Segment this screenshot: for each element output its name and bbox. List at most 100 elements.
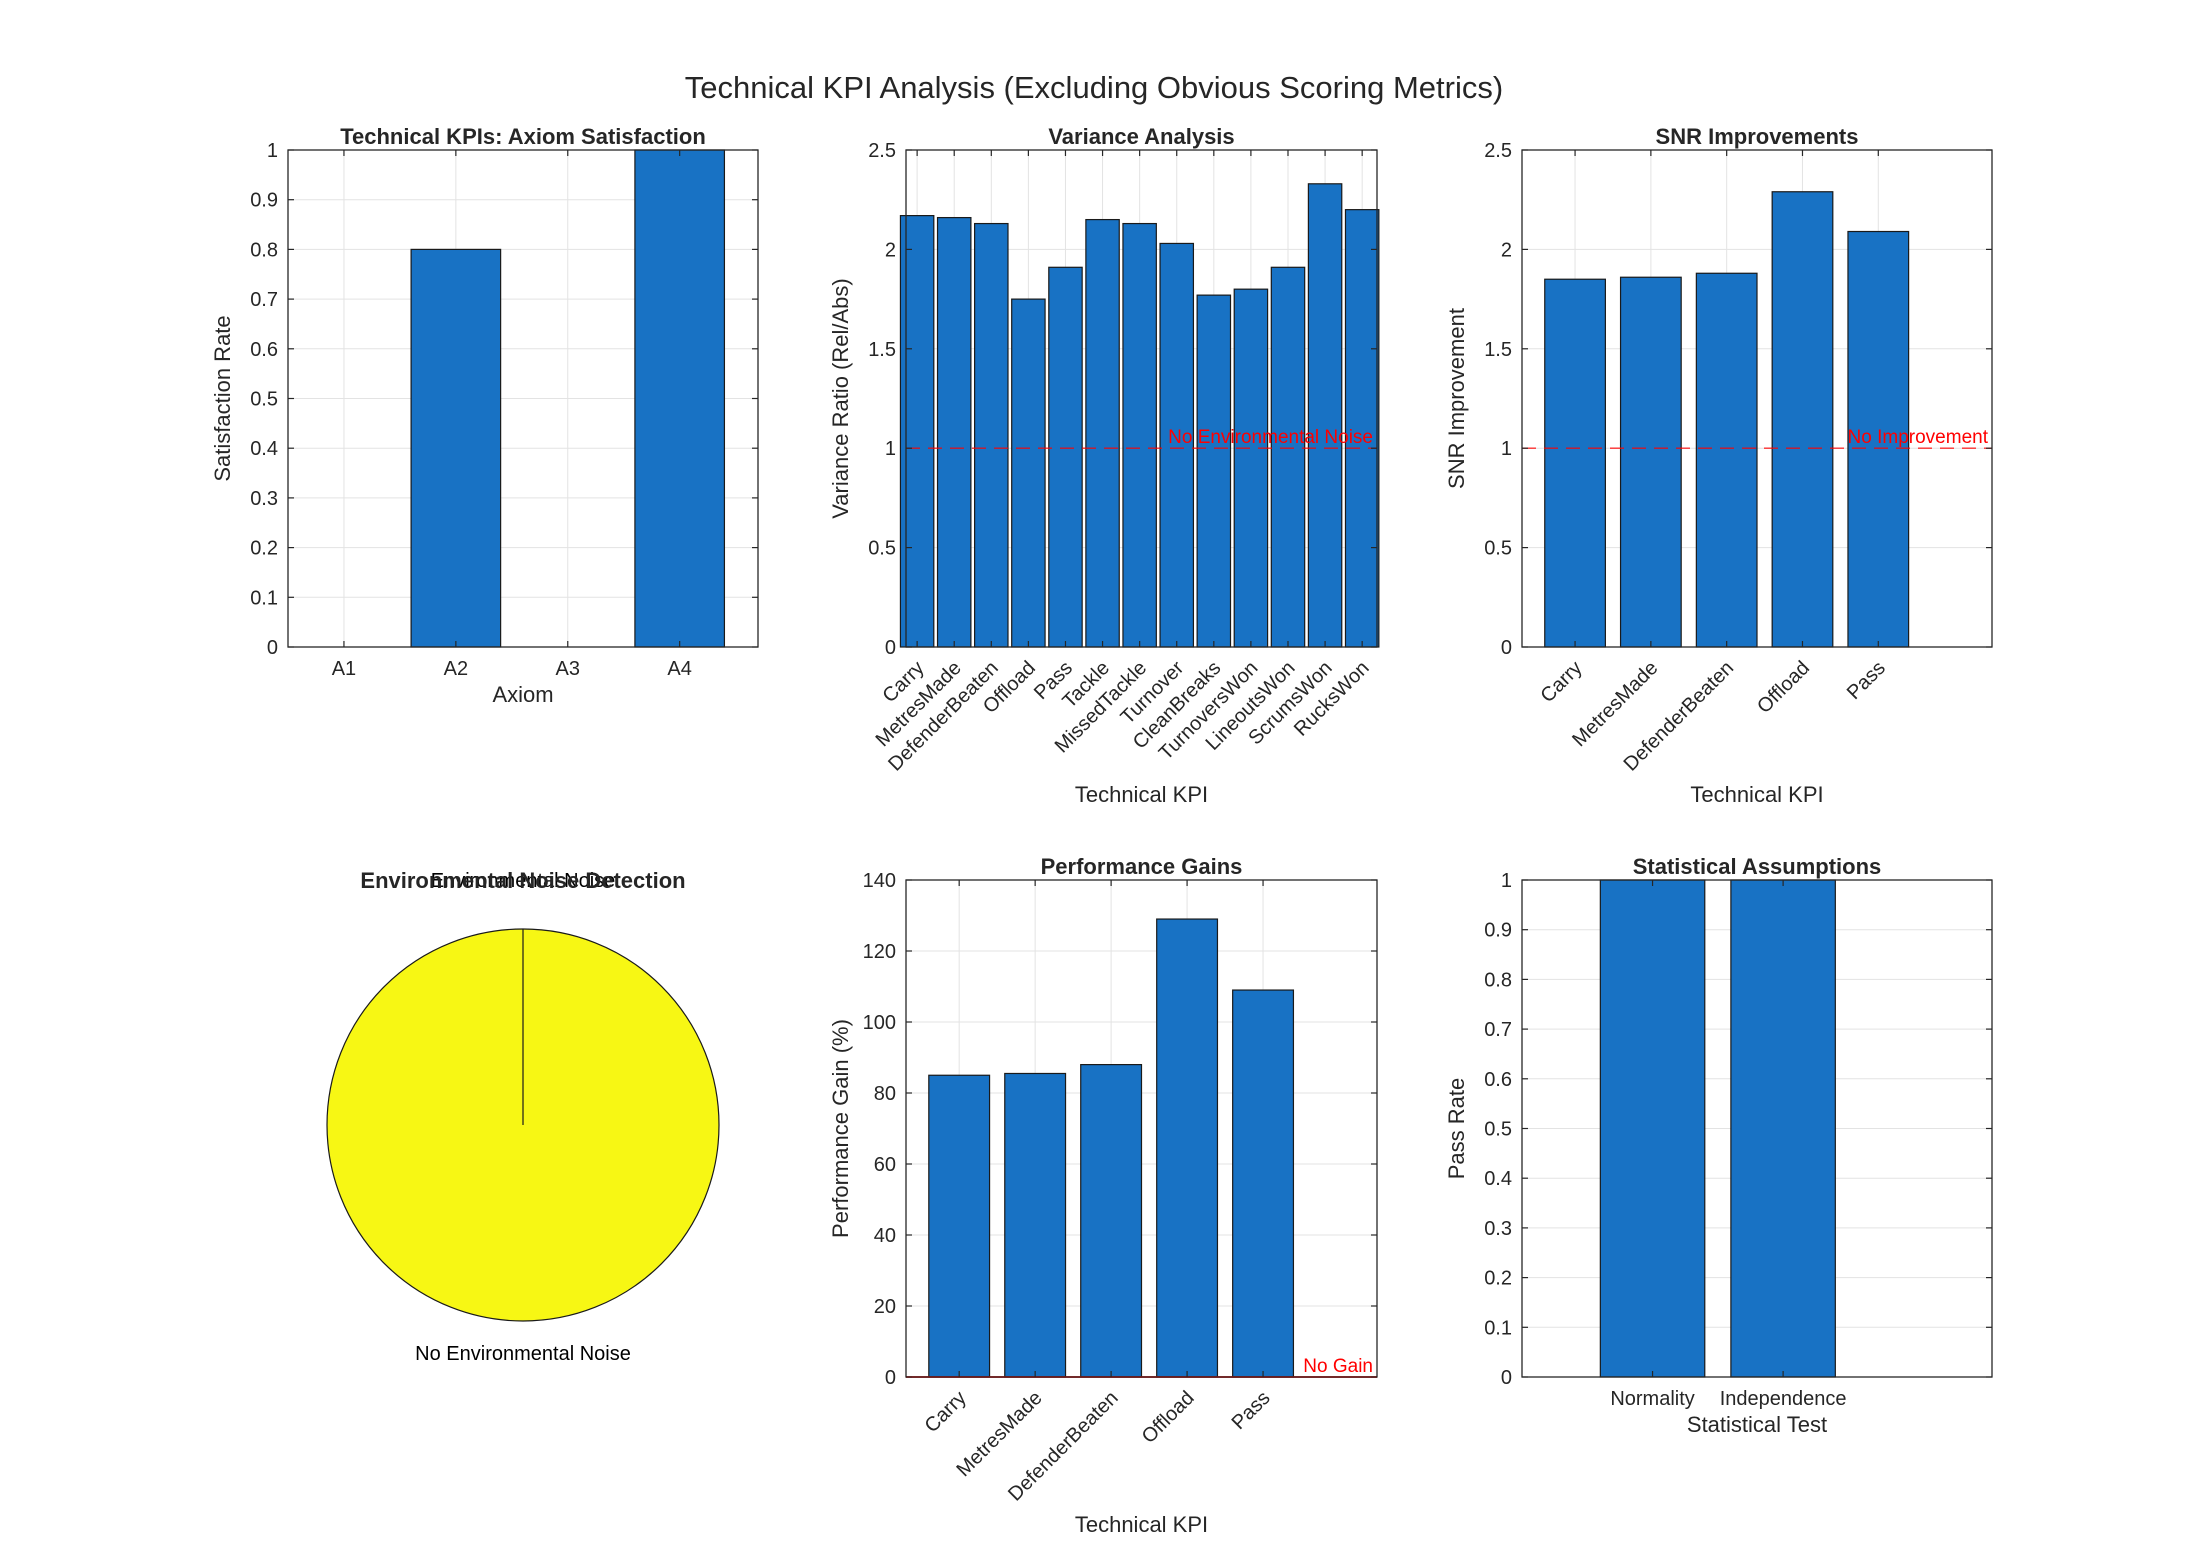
chart-title: Variance Analysis (1048, 124, 1234, 149)
y-tick-label: 0.2 (1484, 1268, 1512, 1290)
bar-LineoutsWon (1270, 266, 1306, 648)
y-tick-label: 2 (885, 239, 896, 261)
chart-variance: No Environmental Noise00.511.522.5CarryM… (828, 124, 1380, 807)
y-tick-label: 0.2 (250, 538, 278, 560)
reference-line-label: No Gain (1303, 1356, 1373, 1377)
y-tick-label: 1.5 (868, 339, 896, 361)
y-axis-label: SNR Improvement (1444, 308, 1469, 489)
y-tick-label: 0 (267, 637, 278, 659)
x-tick-label: Carry (1536, 657, 1586, 707)
y-tick-label: 0.8 (250, 239, 278, 261)
axes-frame (1521, 149, 1993, 648)
bar-Offload (1771, 191, 1834, 648)
y-tick-label: 20 (874, 1296, 896, 1318)
y-axis-label: Variance Ratio (Rel/Abs) (828, 278, 853, 518)
y-tick-label: 0.8 (1484, 969, 1512, 991)
y-tick-label: 0.4 (1484, 1168, 1512, 1190)
bar-Tackle (1085, 218, 1120, 648)
bar-DefenderBeaten (1080, 1063, 1143, 1378)
bar-CleanBreaks (1196, 294, 1232, 648)
y-tick-label: 40 (874, 1225, 896, 1247)
chart-axiom: 0 0.1 0.2 0.3 0.4 0.5 0.6 0.7 0.8 0.9 1 A1 A2 A3 A4 Tec… (210, 124, 759, 707)
bar-TurnoversWon (1233, 288, 1269, 648)
chart-title: SNR Improvements (1656, 124, 1859, 149)
axes-frame (905, 149, 1378, 648)
bar-A4 (634, 149, 726, 648)
y-tick-label: 1.5 (1484, 339, 1512, 361)
y-tick-label: 0 (1501, 637, 1512, 659)
chart-title: Environmental Noise Detection (360, 868, 685, 893)
y-tick-label: 0.5 (868, 538, 896, 560)
bar-Pass (1232, 989, 1295, 1378)
bar-RucksWon (1344, 209, 1380, 648)
axes-frame (905, 879, 1378, 1378)
y-axis-label: Pass Rate (1444, 1078, 1469, 1180)
y-tick-label: 0.9 (250, 190, 278, 212)
x-tick-label: A1 (332, 658, 356, 680)
y-tick-label: 80 (874, 1083, 896, 1105)
y-axis-label: Satisfaction Rate (210, 315, 235, 481)
y-tick-label: 100 (863, 1012, 896, 1034)
y-tick-label: 0.6 (1484, 1069, 1512, 1091)
y-tick-label: 0.4 (250, 438, 278, 460)
y-tick-label: 0.6 (250, 339, 278, 361)
reference-line-label: No Environmental Noise (1168, 427, 1373, 448)
bar-Independence (1730, 879, 1836, 1378)
y-tick-label: 2.5 (868, 140, 896, 162)
x-tick-label: Offload (1753, 657, 1814, 718)
bar-ScrumsWon (1307, 183, 1343, 648)
y-tick-label: 0.9 (1484, 920, 1512, 942)
bar-DefenderBeaten (974, 222, 1009, 648)
bar-MissedTackle (1122, 222, 1157, 648)
x-tick-label: Pass (1843, 657, 1890, 704)
x-tick-label: A3 (556, 658, 580, 680)
y-tick-label: 0.7 (250, 289, 278, 311)
x-axis-label: Technical KPI (1075, 1512, 1208, 1537)
chart-gains: No Gain020406080100120140CarryMetresMade… (828, 854, 1378, 1537)
y-tick-label: 1 (1501, 870, 1512, 892)
x-tick-label: A2 (444, 658, 468, 680)
reference-line-label: No Improvement (1848, 427, 1989, 448)
x-axis-label: Statistical Test (1687, 1412, 1827, 1437)
y-tick-label: 0.5 (1484, 538, 1512, 560)
y-tick-label: 0.3 (1484, 1218, 1512, 1240)
x-tick-label: Carry (921, 1387, 971, 1437)
pie-label: Environmental Noise (431, 870, 616, 892)
bar-MetresMade (1619, 276, 1682, 648)
x-tick-label: Independence (1720, 1388, 1847, 1410)
y-tick-label: 1 (885, 438, 896, 460)
y-tick-label: 0.1 (250, 587, 278, 609)
y-tick-label: 0 (885, 637, 896, 659)
y-tick-label: 0.5 (1484, 1119, 1512, 1141)
bar-A2 (410, 248, 502, 648)
y-tick-label: 0 (885, 1367, 896, 1389)
x-tick-label: Offload (1138, 1387, 1199, 1448)
bar-MetresMade (936, 216, 972, 648)
y-tick-label: 0.7 (1484, 1019, 1512, 1041)
y-tick-label: 0.1 (1484, 1317, 1512, 1339)
bar-Normality (1599, 879, 1706, 1378)
bar-Carry (928, 1074, 991, 1378)
y-tick-label: 2 (1501, 239, 1512, 261)
chart-stats: 0 0.1 0.2 0.3 0.4 0.5 0.6 0.7 0.8 0.9 1 Normality In… (1444, 854, 1993, 1437)
y-axis-label: Performance Gain (%) (828, 1019, 853, 1238)
bar-Offload (1011, 298, 1046, 648)
chart-snr: No Improvement00.511.522.5CarryMetresMad… (1444, 124, 1993, 807)
y-tick-label: 0 (1501, 1367, 1512, 1389)
bar-Carry (1544, 278, 1606, 648)
bar-Turnover (1159, 242, 1195, 648)
pie-label: No Environmental Noise (415, 1343, 631, 1365)
x-tick-label: Normality (1610, 1388, 1694, 1410)
y-tick-label: 140 (863, 870, 896, 892)
y-tick-label: 1 (1501, 438, 1512, 460)
bar-Pass (1847, 230, 1910, 648)
chart-noise-pie: Environmental Noise No Environmental Nois… (326, 868, 720, 1365)
y-tick-label: 1 (267, 140, 278, 162)
bar-MetresMade (1004, 1072, 1067, 1378)
x-axis-label: Technical KPI (1690, 782, 1823, 807)
chart-title: Statistical Assumptions (1633, 854, 1882, 879)
y-tick-label: 0.5 (250, 389, 278, 411)
y-tick-label: 0.3 (250, 488, 278, 510)
x-tick-label: A4 (667, 658, 691, 680)
